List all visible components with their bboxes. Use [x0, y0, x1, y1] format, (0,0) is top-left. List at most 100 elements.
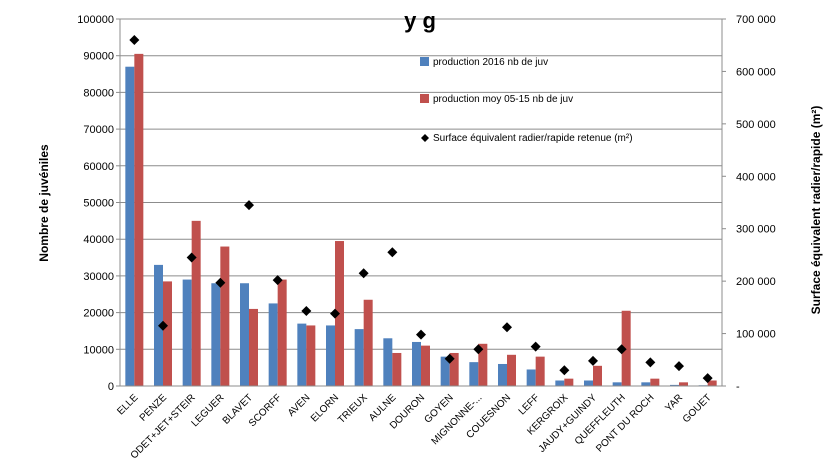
markers — [129, 34, 713, 384]
bar-production-2016 — [383, 338, 393, 386]
surface-marker — [158, 320, 168, 331]
surface-marker — [330, 308, 340, 319]
surface-marker — [129, 34, 140, 45]
left-tick-label: 80000 — [83, 87, 114, 99]
axes — [116, 18, 726, 387]
surface-marker — [588, 355, 598, 366]
surface-marker — [473, 344, 484, 355]
bar-production-moy — [449, 352, 459, 386]
surface-marker — [444, 353, 455, 364]
bar-production-moy — [277, 279, 287, 386]
left-tick-label: 100000 — [77, 14, 114, 26]
bar-production-moy — [421, 345, 430, 386]
bar-production-2016 — [297, 323, 307, 386]
category-label: QUEFFLEUTH — [573, 392, 628, 447]
right-tick-label: 400 000 — [736, 171, 776, 183]
bar-production-2016 — [182, 279, 192, 386]
legend-label-production-2016: production 2016 nb de juv — [433, 57, 548, 68]
left-tick-label: 40000 — [83, 234, 114, 246]
bar-production-2016 — [469, 362, 479, 386]
surface-marker — [702, 373, 713, 384]
bar-production-moy — [478, 343, 488, 386]
legend: production 2016 nb de juv production moy… — [420, 57, 633, 144]
category-label: TRIEUX — [336, 392, 370, 426]
category-label: LEFF — [517, 392, 542, 417]
bar-production-moy — [220, 246, 230, 386]
bar-production-moy — [392, 352, 402, 386]
bar-production-moy — [535, 356, 545, 386]
surface-marker — [272, 275, 283, 286]
legend-label-production-moy: production moy 05-15 nb de juv — [433, 94, 573, 105]
bar-production-2016 — [555, 380, 565, 386]
bar-production-moy — [306, 325, 316, 386]
left-tick-label: 50000 — [83, 198, 114, 210]
legend-swatch-production-2016 — [420, 57, 429, 66]
bar-production-moy — [650, 378, 660, 386]
left-tick-label: 30000 — [83, 271, 114, 283]
legend-label-surface: Surface équivalent radier/rapide retenue… — [433, 133, 633, 144]
bar-production-moy — [593, 365, 602, 386]
bar-production-2016 — [125, 66, 135, 387]
bar-production-2016 — [354, 329, 364, 386]
right-tick-label: 600 000 — [736, 66, 776, 78]
right-tick-label: - — [736, 381, 740, 393]
surface-marker — [616, 344, 627, 355]
bar-production-moy — [249, 308, 258, 386]
surface-marker — [301, 306, 312, 317]
category-label: AVEN — [286, 392, 313, 419]
surface-marker — [186, 252, 197, 263]
chart-title: y g — [404, 8, 436, 33]
bar-production-moy — [191, 220, 201, 386]
bar-production-2016 — [641, 382, 651, 386]
legend-swatch-production-moy — [420, 94, 429, 103]
left-tick-label: 0 — [108, 381, 114, 393]
bar-production-2016 — [412, 341, 421, 386]
left-tick-label: 70000 — [83, 124, 114, 136]
left-tick-label: 20000 — [83, 308, 114, 320]
surface-marker — [502, 322, 512, 333]
bar-production-2016 — [211, 283, 221, 386]
category-label: MIGNONNE-... — [430, 392, 485, 447]
bar-production-moy — [507, 354, 516, 386]
right-tick-label: 100 000 — [736, 329, 776, 341]
bar-production-2016 — [526, 369, 536, 386]
gridlines — [120, 18, 722, 350]
surface-marker — [215, 277, 226, 288]
bar-production-2016 — [584, 380, 593, 386]
bar-production-moy — [163, 281, 172, 386]
bar-production-2016 — [498, 363, 507, 386]
right-tick-label: 200 000 — [736, 276, 776, 288]
bar-production-2016 — [240, 283, 249, 386]
bar-production-moy — [621, 310, 631, 386]
left-tick-label: 90000 — [83, 51, 114, 63]
bar-production-moy — [707, 380, 717, 386]
right-axis-title: Surface équivalent radier/rapide (m²) — [809, 106, 823, 315]
bar-production-moy — [363, 299, 373, 386]
left-tick-label: 60000 — [83, 161, 114, 173]
bar-production-moy — [679, 382, 688, 386]
category-label: ELLE — [115, 392, 140, 417]
bar-production-2016 — [268, 303, 278, 386]
left-axis-title: Nombre de juvéniles — [37, 144, 51, 262]
surface-marker — [358, 268, 369, 279]
right-tick-label: 500 000 — [736, 119, 776, 131]
bar-production-2016 — [612, 382, 622, 386]
surface-marker — [559, 365, 570, 376]
bar-production-2016 — [326, 325, 335, 386]
left-tick-label: 10000 — [83, 344, 114, 356]
category-label: YAR — [663, 392, 685, 414]
bar-production-moy — [134, 53, 144, 387]
surface-marker — [645, 357, 656, 368]
bars — [125, 53, 717, 387]
surface-marker — [244, 200, 254, 211]
legend-marker-surface — [421, 134, 429, 142]
surface-marker — [416, 329, 426, 340]
surface-marker — [674, 361, 684, 372]
bar-production-2016 — [440, 356, 450, 386]
bar-production-2016 — [670, 384, 679, 386]
surface-marker — [387, 247, 398, 258]
surface-marker — [530, 341, 541, 352]
right-tick-label: 700 000 — [736, 14, 776, 26]
bar-production-moy — [564, 378, 574, 386]
